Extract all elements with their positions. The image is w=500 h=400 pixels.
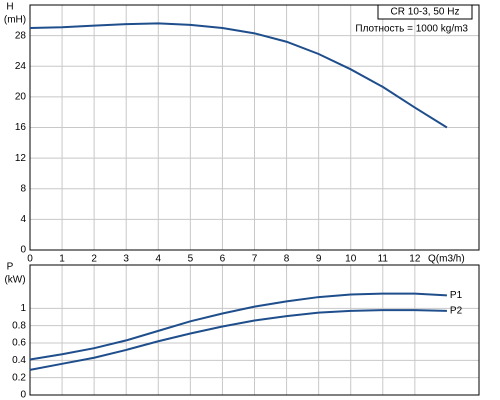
curve [29,292,447,361]
curve [29,309,447,371]
plot-frame [29,4,480,251]
y-axis-label: H [6,2,13,13]
y-axis-unit: (kW) [4,275,25,286]
y-axis-label: P [7,262,14,273]
y-tick-label: 12 [15,153,27,164]
y-tick-label: 0.4 [12,355,26,366]
x-tick-label: 3 [123,254,129,265]
x-tick-label: 1 [59,254,65,265]
y-tick-label: 0.6 [12,338,26,349]
y-tick-label: 0.2 [12,372,26,383]
y-tick-label: 0 [20,245,26,256]
annotation: CR 10-3, 50 Hz [391,7,460,18]
y-tick-label: 20 [15,92,27,103]
y-tick-label: 1 [20,303,26,314]
x-tick-label: 8 [284,254,290,265]
x-tick-label: 9 [316,254,322,265]
y-axis-unit: (mH) [4,15,26,26]
x-tick-label: 12 [409,254,421,265]
x-tick-label: 5 [188,254,194,265]
x-tick-label: 11 [378,254,389,265]
x-tick-label: 2 [91,254,97,265]
x-tick-label: 0 [27,254,33,265]
curve [29,22,448,129]
x-tick-label: 4 [156,254,162,265]
y-tick-label: 0 [20,390,26,400]
series-label: P2 [450,306,463,317]
annotation: Плотность = 1000 kg/m3 [355,24,468,35]
x-tick-label: 10 [345,254,357,265]
y-tick-label: 28 [15,30,27,41]
y-tick-label: 24 [15,61,27,72]
x-tick-label: 7 [252,254,258,265]
y-tick-label: 16 [15,122,27,133]
y-tick-label: 4 [20,214,26,225]
y-tick-label: 8 [20,183,26,194]
plot-frame [29,264,480,396]
series-label: P1 [450,290,463,301]
y-tick-label: 0.8 [12,320,26,331]
x-tick-label: 6 [220,254,226,265]
annotation-box [377,4,473,20]
x-axis-label: Q(m3/h) [428,254,465,265]
